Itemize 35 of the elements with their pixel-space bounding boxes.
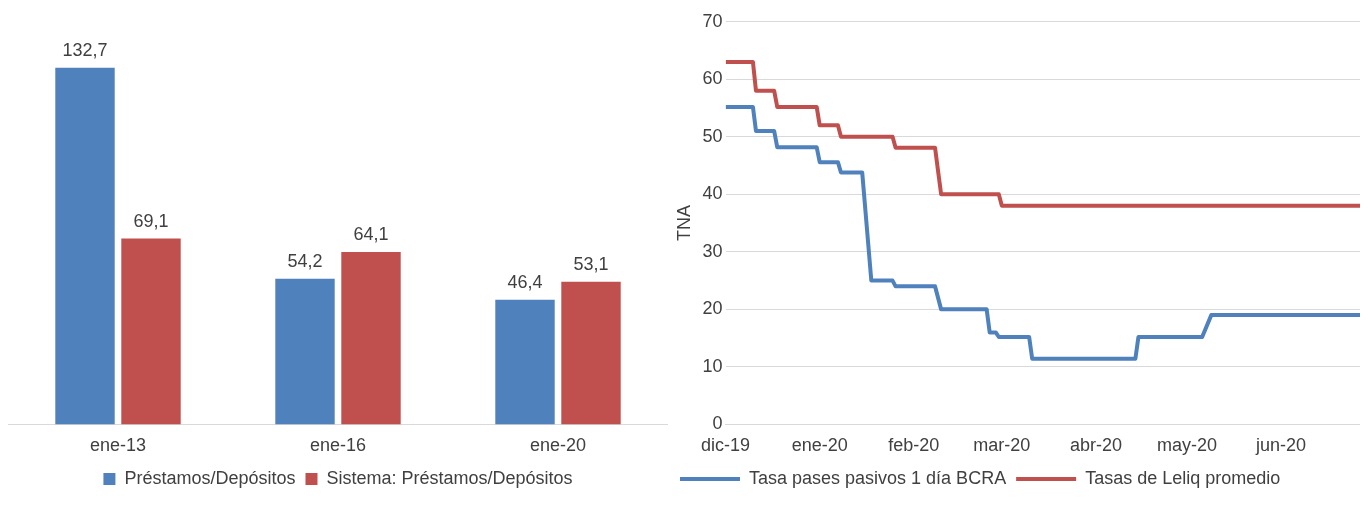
y-tick-label: 50 xyxy=(702,125,723,146)
bar xyxy=(561,281,621,425)
data-label: 69,1 xyxy=(133,210,169,231)
x-tick-label: abr-20 xyxy=(1069,435,1122,456)
bar xyxy=(55,67,115,425)
y-tick-label: 70 xyxy=(702,10,723,31)
bar xyxy=(121,238,181,425)
data-label: 53,1 xyxy=(573,253,609,274)
y-axis-title: TNA xyxy=(673,205,694,242)
legend-label: Tasa pases pasivos 1 día BCRA xyxy=(749,467,1007,488)
x-tick-label: ene-20 xyxy=(791,435,848,456)
x-tick-label: mar-20 xyxy=(973,435,1031,456)
y-tick-label: 0 xyxy=(712,413,723,434)
data-label: 46,4 xyxy=(507,271,543,292)
data-label: 54,2 xyxy=(287,250,323,271)
y-tick-label: 20 xyxy=(702,298,723,319)
x-tick-label: dic-19 xyxy=(701,435,751,456)
bar xyxy=(341,252,401,425)
data-label: 132,7 xyxy=(62,39,108,60)
x-tick-label: feb-20 xyxy=(888,435,940,456)
x-tick-label: ene-20 xyxy=(529,435,587,456)
legend-label: Tasas de Leliq promedio xyxy=(1085,467,1281,488)
data-label: 64,1 xyxy=(353,224,389,245)
y-tick-label: 30 xyxy=(702,240,723,261)
legend-label: Sistema: Préstamos/Depósitos xyxy=(326,467,573,488)
y-tick-label: 60 xyxy=(702,68,723,89)
x-tick-label: ene-13 xyxy=(89,435,147,456)
legend-label: Préstamos/Depósitos xyxy=(124,467,296,488)
y-tick-label: 40 xyxy=(702,183,723,204)
x-tick-label: may-20 xyxy=(1156,435,1217,456)
x-tick-label: ene-16 xyxy=(309,435,367,456)
y-tick-label: 10 xyxy=(702,355,723,376)
bar xyxy=(275,278,335,425)
x-tick-label: jun-20 xyxy=(1255,435,1307,456)
bar xyxy=(495,299,555,425)
